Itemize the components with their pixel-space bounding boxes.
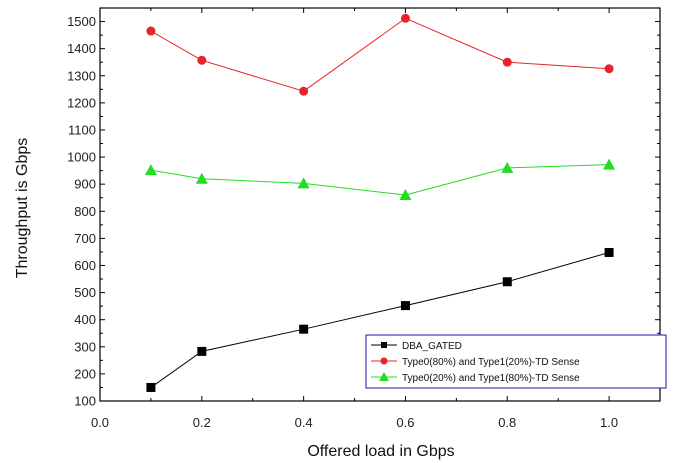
y-tick-label: 100	[74, 394, 96, 409]
y-tick-label: 200	[74, 366, 96, 381]
legend: DBA_GATED Type0(80%) and Type1(20%)-TD S…	[365, 334, 667, 389]
data-point-circle	[197, 55, 207, 65]
series-0	[146, 247, 614, 392]
data-point-circle	[146, 26, 156, 36]
y-tick-label: 700	[74, 231, 96, 246]
series-1	[146, 13, 614, 96]
legend-box	[365, 334, 667, 389]
legend-label-type0-80: Type0(80%) and Type1(20%)-TD Sense	[402, 357, 580, 368]
data-point-square	[299, 324, 309, 334]
y-tick-label: 900	[74, 177, 96, 192]
y-tick-label: 300	[74, 339, 96, 354]
legend-label-dba-gated: DBA_GATED	[402, 341, 462, 352]
y-tick-label: 1300	[67, 68, 96, 83]
data-point-square	[604, 247, 614, 257]
x-tick-label: 0.0	[91, 415, 109, 430]
legend-label-type0-20: Type0(20%) and Type1(80%)-TD Sense	[402, 373, 580, 384]
plot-frame	[99, 7, 661, 402]
series-layer	[144, 13, 616, 392]
y-tick-label: 600	[74, 258, 96, 273]
legend-item-type0-20: Type0(20%) and Type1(80%)-TD Sense	[371, 372, 580, 384]
data-point-triangle	[399, 189, 412, 201]
x-tick-label: 0.2	[193, 415, 211, 430]
axes	[99, 7, 661, 402]
data-point-triangle	[603, 158, 616, 170]
data-point-triangle	[501, 161, 514, 173]
data-point-circle	[604, 64, 614, 74]
data-point-square	[146, 382, 156, 392]
x-tick-label: 0.4	[295, 415, 313, 430]
y-axis-ticks: 100 200 300 400 500 600 700 800 900 1000 1100 1200 1…	[67, 14, 660, 409]
y-tick-label: 1200	[67, 95, 96, 110]
data-point-square	[400, 301, 410, 311]
data-point-circle	[299, 86, 309, 96]
y-tick-label: 1100	[68, 122, 96, 137]
y-tick-label: 1400	[67, 41, 96, 56]
x-axis-ticks: 0.0 0.2 0.4 0.6 0.8 1.0	[91, 8, 661, 430]
data-point-triangle	[297, 177, 310, 189]
legend-square-marker	[381, 342, 387, 348]
data-point-circle	[502, 57, 512, 67]
x-tick-label: 0.8	[498, 415, 516, 430]
x-tick-label: 1.0	[600, 415, 618, 430]
y-tick-label: 1500	[67, 14, 96, 29]
data-point-circle	[400, 13, 410, 23]
series-line-0	[150, 251, 610, 388]
data-point-triangle	[195, 172, 208, 184]
x-tick-label: 0.6	[396, 415, 414, 430]
series-2	[144, 158, 616, 201]
y-axis-title: Throughput is Gbps	[14, 138, 31, 279]
legend-item-dba-gated: DBA_GATED	[371, 341, 462, 352]
legend-circle-marker	[380, 357, 388, 365]
series-line-2	[150, 164, 610, 196]
legend-triangle-marker	[379, 372, 389, 381]
legend-item-type0-80: Type0(80%) and Type1(20%)-TD Sense	[371, 357, 580, 368]
y-tick-label: 400	[74, 312, 96, 327]
y-tick-label: 500	[74, 285, 96, 300]
data-point-triangle	[144, 164, 157, 176]
series-line-1	[150, 17, 610, 92]
x-axis-title: Offered load in Gbps	[307, 443, 454, 460]
data-point-square	[502, 277, 512, 287]
data-point-square	[197, 346, 207, 356]
y-tick-label: 800	[74, 204, 96, 219]
y-tick-label: 1000	[67, 150, 96, 165]
